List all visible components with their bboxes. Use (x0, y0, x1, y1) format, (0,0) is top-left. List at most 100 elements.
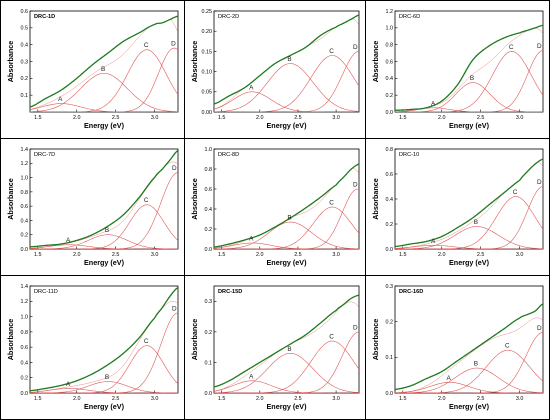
p8-measured-curve (214, 294, 359, 388)
p1-peak-label-b: B (101, 66, 105, 73)
panel-drc-2d: 1.5 2.0 2.5 3.0 0.00 0.05 0.10 0.15 0.20 0.25 Ener… (185, 1, 365, 138)
chart-drc-10: 1.5 2.0 2.5 3.0 0.0 0.2 0.4 0.6 0.8 Energy (eV) Ab… (371, 147, 544, 267)
chart-drc-8d: 1.5 2.0 2.5 3.0 0.0 0.2 0.4 0.6 0.8 1.0 Energy (eV… (190, 147, 360, 267)
p6-peak-curve-d (395, 186, 543, 249)
p9-xtick-label-1: 2.0 (438, 396, 446, 402)
p1-ytick-label-3: 0.4 (21, 43, 29, 49)
p6-y-axis-label: Absorbance (371, 178, 380, 220)
p4-ytick-label-5: 1.0 (21, 175, 29, 181)
p1-panel-title: DRC-1D (34, 14, 55, 20)
p4-y-axis-label: Absorbance (6, 178, 15, 220)
p4-peak-curve-d (30, 172, 178, 249)
grid-col-divider-2 (365, 0, 366, 420)
panel-drc-10: 1.5 2.0 2.5 3.0 0.0 0.2 0.4 0.6 0.8 Energy (eV) Ab… (366, 139, 549, 275)
p1-peak-curve-d (30, 47, 178, 112)
p9-peak-curve-b (395, 367, 543, 393)
p6-measured-curve (395, 158, 543, 248)
p5-ytick-label-1: 0.2 (205, 227, 213, 233)
p7-ytick-label-4: 0.8 (21, 330, 29, 336)
p7-xtick-label-0: 1.5 (34, 396, 42, 402)
chart-drc-1d: 1.5 2.0 2.5 3.0 0.1 0.2 0.3 0.4 0.5 0.6 Energy (eV… (6, 9, 179, 130)
p6-peak-label-c: C (513, 189, 518, 196)
p5-measured-curve (214, 163, 359, 248)
p8-peak-label-b: B (287, 346, 291, 353)
p6-xtick-label-2: 2.5 (477, 252, 485, 258)
p2-peak-label-c: C (329, 48, 334, 55)
p5-peak-label-c: C (329, 200, 334, 207)
p4-ytick-label-6: 1.2 (21, 161, 29, 167)
p3-ytick-label-0: 0.0 (386, 110, 394, 116)
p8-xtick-label-1: 2.0 (256, 396, 264, 402)
chart-drc-2d: 1.5 2.0 2.5 3.0 0.00 0.05 0.10 0.15 0.20 0.25 Ener… (190, 9, 360, 130)
p6-ytick-label-4: 0.8 (386, 147, 394, 153)
p6-ytick-label-1: 0.2 (386, 222, 394, 228)
p9-peak-label-b: B (474, 361, 478, 368)
p3-fit-sum (395, 27, 543, 112)
p4-peak-label-c: C (144, 197, 149, 204)
p2-peak-curve-c (214, 55, 359, 112)
p9-peak-curve-d (395, 332, 543, 393)
p5-peak-label-a: A (249, 236, 254, 243)
p2-ytick-label-1: 0.05 (202, 90, 213, 96)
p4-xtick-label-2: 2.5 (112, 252, 120, 258)
p2-y-axis-label: Absorbance (190, 41, 199, 83)
p4-peak-label-a: A (66, 237, 71, 244)
p6-peak-curve-a (395, 244, 543, 249)
p4-peak-curve-c (30, 204, 178, 249)
p5-peak-curve-b (214, 221, 359, 249)
p3-peak-curve-c (395, 51, 543, 112)
p7-peak-curve-c (30, 345, 178, 393)
p1-measured-curve (30, 15, 178, 108)
p8-xtick-label-0: 1.5 (218, 396, 226, 402)
p5-xtick-label-0: 1.5 (218, 252, 226, 258)
p1-ytick-label-4: 0.5 (21, 26, 29, 32)
chart-drc-6d: 1.5 2.0 2.5 3.0 0.0 0.2 0.4 0.6 0.8 1.0 1.2 Energy … (371, 9, 544, 130)
p6-plot-frame (394, 148, 544, 250)
p8-panel-title: DRC-15D (218, 289, 242, 295)
p4-peak-curve-b (30, 234, 178, 249)
p3-xtick-label-1: 2.0 (438, 115, 446, 121)
p8-xtick-label-2: 2.5 (294, 396, 302, 402)
p2-xtick-label-0: 1.5 (218, 115, 226, 121)
p9-ytick-label-3: 0.3 (386, 284, 394, 290)
p4-ytick-label-2: 0.4 (21, 218, 29, 224)
p7-x-axis-label: Energy (eV) (84, 402, 125, 411)
p7-peak-curve-d (30, 312, 178, 393)
p1-ytick-label-2: 0.3 (21, 59, 29, 65)
p9-xtick-label-3: 3.0 (516, 396, 524, 402)
p6-x-axis-label: Energy (eV) (449, 258, 490, 267)
p5-peak-curve-d (214, 188, 359, 249)
p4-xtick-label-3: 3.0 (151, 252, 159, 258)
p3-peak-label-b: B (470, 75, 474, 82)
p6-fit-sum (395, 161, 543, 249)
p8-peak-label-d: D (353, 324, 358, 331)
p9-peak-label-c: C (505, 343, 510, 350)
p7-peak-label-a: A (66, 381, 71, 388)
p6-peak-label-b: B (474, 219, 478, 226)
p5-ytick-label-2: 0.4 (205, 207, 213, 213)
panel-drc-1d: 1.5 2.0 2.5 3.0 0.1 0.2 0.3 0.4 0.5 0.6 Energy (eV… (1, 1, 184, 138)
p3-ytick-label-1: 0.2 (386, 93, 394, 99)
p2-fit-sum (214, 18, 359, 110)
p6-ytick-label-2: 0.4 (386, 197, 394, 203)
p3-peak-label-c: C (509, 44, 514, 51)
p8-peak-curve-b (214, 352, 359, 393)
panel-drc-7d: 1.5 2.0 2.5 3.0 0.0 0.2 0.4 0.6 0.8 1.0 1.2 1.4 Ener… (1, 139, 184, 275)
panel-drc-15d: 1.5 2.0 2.5 3.0 0.0 0.1 0.2 0.3 Energy (eV) Absor… (185, 276, 365, 419)
p8-ytick-label-3: 0.3 (205, 299, 213, 305)
p7-ytick-label-5: 1.0 (21, 314, 29, 320)
p7-ytick-label-3: 0.6 (21, 345, 29, 351)
p3-peak-curve-b (395, 82, 543, 112)
p5-ytick-label-5: 1.0 (205, 147, 213, 153)
p4-ytick-label-1: 0.2 (21, 233, 29, 239)
p5-panel-title: DRC-8D (218, 152, 239, 158)
p5-fit-sum (214, 167, 359, 249)
p7-xtick-label-1: 2.0 (73, 396, 81, 402)
p3-xtick-label-2: 2.5 (477, 115, 485, 121)
p3-xtick-label-0: 1.5 (399, 115, 407, 121)
p9-xtick-label-2: 2.5 (477, 396, 485, 402)
p4-measured-curve (30, 149, 178, 248)
p5-xtick-label-1: 2.0 (256, 252, 264, 258)
p7-peak-curve-a (30, 388, 178, 393)
p8-ytick-label-2: 0.2 (205, 330, 213, 336)
